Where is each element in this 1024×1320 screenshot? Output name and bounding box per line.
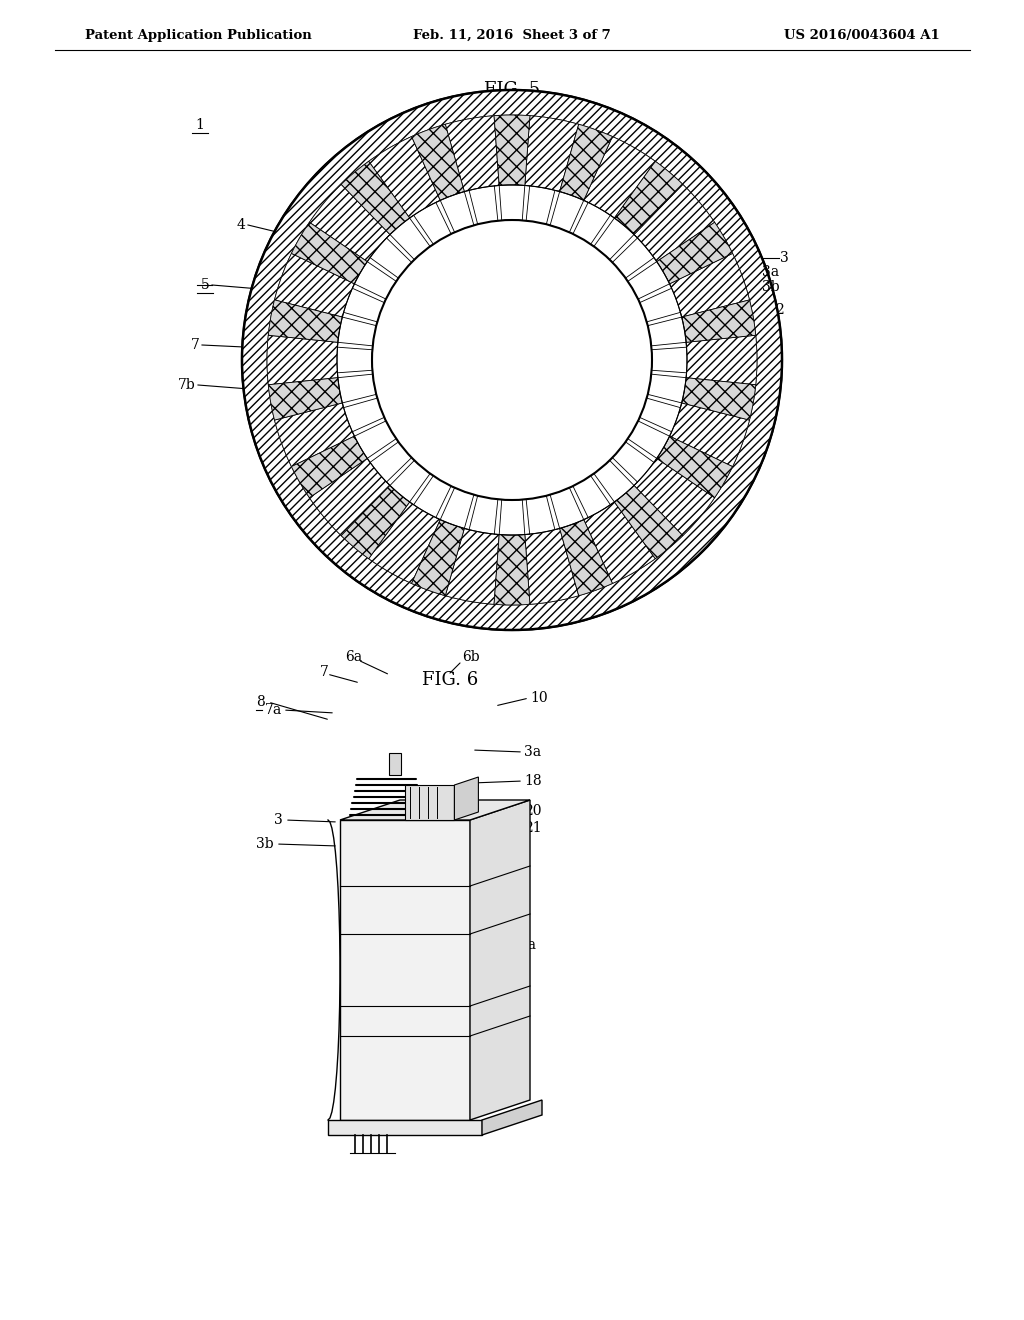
Polygon shape — [647, 313, 686, 350]
Polygon shape — [614, 486, 683, 558]
Polygon shape — [369, 136, 440, 218]
Text: 6b: 6b — [462, 649, 479, 664]
Polygon shape — [525, 528, 579, 605]
Polygon shape — [494, 115, 530, 186]
Text: 7: 7 — [191, 338, 200, 352]
Polygon shape — [494, 535, 530, 605]
Polygon shape — [268, 300, 342, 342]
Circle shape — [240, 88, 784, 632]
Text: FIG. 5: FIG. 5 — [484, 81, 540, 99]
Polygon shape — [436, 190, 477, 234]
Polygon shape — [670, 253, 750, 317]
Polygon shape — [584, 136, 655, 218]
Polygon shape — [369, 502, 440, 583]
Polygon shape — [686, 335, 757, 384]
Text: 3a: 3a — [762, 265, 779, 279]
Text: 4: 4 — [237, 218, 245, 232]
Text: 2: 2 — [775, 304, 783, 317]
Polygon shape — [682, 300, 756, 342]
Polygon shape — [482, 1100, 542, 1135]
Text: 3a: 3a — [524, 744, 541, 759]
Text: 18: 18 — [524, 774, 542, 788]
Polygon shape — [634, 458, 715, 536]
Polygon shape — [495, 499, 529, 535]
Polygon shape — [292, 436, 368, 498]
Polygon shape — [584, 502, 655, 583]
Circle shape — [267, 115, 757, 605]
Polygon shape — [436, 486, 477, 529]
Polygon shape — [525, 116, 579, 191]
Polygon shape — [274, 403, 354, 467]
Polygon shape — [412, 520, 464, 595]
Text: 1: 1 — [196, 117, 205, 132]
Polygon shape — [274, 253, 354, 317]
Polygon shape — [340, 800, 530, 820]
Text: 3: 3 — [780, 251, 788, 265]
Text: 5: 5 — [202, 279, 210, 292]
Polygon shape — [340, 820, 470, 1119]
Polygon shape — [389, 752, 401, 775]
Polygon shape — [560, 520, 612, 595]
Text: 7b: 7b — [178, 378, 196, 392]
Polygon shape — [634, 185, 715, 261]
Polygon shape — [267, 335, 338, 384]
Polygon shape — [455, 777, 478, 820]
Polygon shape — [412, 124, 464, 201]
Polygon shape — [495, 185, 529, 220]
Polygon shape — [352, 257, 398, 302]
Polygon shape — [341, 486, 410, 558]
Polygon shape — [626, 417, 672, 462]
Polygon shape — [328, 1119, 482, 1135]
Text: 6a: 6a — [345, 649, 362, 664]
Text: 3: 3 — [274, 813, 283, 828]
Polygon shape — [591, 458, 638, 504]
Text: Feb. 11, 2016  Sheet 3 of 7: Feb. 11, 2016 Sheet 3 of 7 — [413, 29, 611, 41]
Polygon shape — [547, 190, 588, 234]
Polygon shape — [682, 378, 756, 420]
Polygon shape — [386, 215, 433, 263]
Text: 7a: 7a — [265, 704, 282, 717]
Polygon shape — [591, 215, 638, 263]
Text: 10: 10 — [530, 690, 548, 705]
Polygon shape — [647, 370, 686, 408]
Polygon shape — [656, 222, 732, 284]
Polygon shape — [309, 185, 390, 261]
Polygon shape — [338, 313, 377, 350]
Polygon shape — [292, 222, 368, 284]
Text: FIG. 6: FIG. 6 — [422, 671, 478, 689]
Text: US 2016/0043604 A1: US 2016/0043604 A1 — [784, 29, 940, 41]
Text: 20: 20 — [524, 804, 542, 818]
Polygon shape — [268, 378, 342, 420]
Text: 3b: 3b — [256, 837, 274, 851]
Polygon shape — [386, 458, 433, 504]
Text: 21: 21 — [524, 821, 542, 836]
Text: 7: 7 — [319, 665, 329, 678]
Text: 8: 8 — [256, 696, 265, 709]
Circle shape — [372, 220, 652, 500]
Text: 3b: 3b — [762, 280, 779, 294]
Polygon shape — [670, 403, 750, 467]
Polygon shape — [338, 370, 377, 408]
Polygon shape — [352, 417, 398, 462]
Polygon shape — [406, 785, 455, 820]
Polygon shape — [445, 528, 499, 605]
Text: 10a: 10a — [510, 939, 536, 952]
Circle shape — [242, 90, 782, 630]
Polygon shape — [560, 124, 612, 201]
Polygon shape — [547, 486, 588, 529]
Polygon shape — [341, 161, 410, 235]
Polygon shape — [614, 161, 683, 235]
Text: 18: 18 — [450, 422, 468, 437]
Polygon shape — [656, 436, 732, 498]
Polygon shape — [626, 257, 672, 302]
Polygon shape — [445, 116, 499, 191]
Polygon shape — [309, 458, 390, 536]
Text: Patent Application Publication: Patent Application Publication — [85, 29, 311, 41]
Polygon shape — [470, 800, 530, 1119]
